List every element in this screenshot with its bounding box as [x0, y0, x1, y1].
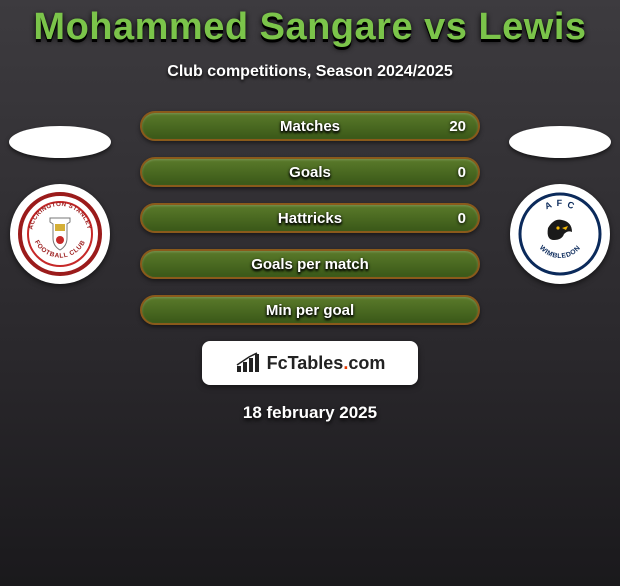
- stat-label: Hattricks: [278, 210, 342, 227]
- brand-post: com: [348, 353, 385, 373]
- brand-pre: FcTables: [267, 353, 344, 373]
- stats-bars: Matches 20 Goals 0 Hattricks 0 Goals per…: [140, 111, 480, 325]
- stat-label: Matches: [280, 118, 340, 135]
- left-name-ellipse: [9, 126, 111, 158]
- date-line: 18 february 2025: [0, 403, 620, 423]
- stat-value-right: 0: [458, 164, 466, 181]
- stat-bar-gpm: Goals per match: [140, 249, 480, 279]
- left-player-area: ACCRINGTON STANLEY FOOTBALL CLUB: [0, 126, 120, 284]
- stat-label: Goals: [289, 164, 331, 181]
- subtitle: Club competitions, Season 2024/2025: [0, 63, 620, 81]
- right-player-area: A F C WIMBLEDON: [500, 126, 620, 284]
- stat-bar-goals: Goals 0: [140, 157, 480, 187]
- right-club-crest: A F C WIMBLEDON: [510, 184, 610, 284]
- stat-bar-mpg: Min per goal: [140, 295, 480, 325]
- chart-icon: [235, 352, 261, 374]
- stat-label: Goals per match: [251, 256, 369, 273]
- right-name-ellipse: [509, 126, 611, 158]
- wimbledon-crest-icon: A F C WIMBLEDON: [518, 192, 602, 276]
- stat-bar-hattricks: Hattricks 0: [140, 203, 480, 233]
- accrington-crest-icon: ACCRINGTON STANLEY FOOTBALL CLUB: [18, 192, 102, 276]
- brand-box: FcTables.com: [202, 341, 418, 385]
- stat-bar-matches: Matches 20: [140, 111, 480, 141]
- brand-text: FcTables.com: [267, 353, 386, 374]
- left-club-crest: ACCRINGTON STANLEY FOOTBALL CLUB: [10, 184, 110, 284]
- page-title: Mohammed Sangare vs Lewis: [0, 6, 620, 49]
- stat-label: Min per goal: [266, 302, 354, 319]
- stat-value-right: 0: [458, 210, 466, 227]
- stat-value-right: 20: [449, 118, 466, 135]
